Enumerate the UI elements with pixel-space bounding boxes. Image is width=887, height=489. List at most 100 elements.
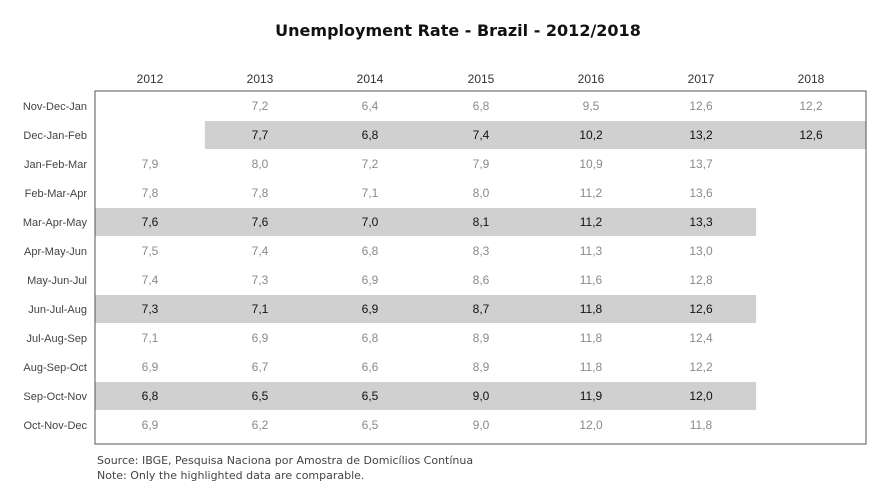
table-cell: 13,6 <box>689 186 713 200</box>
table-cell: 11,9 <box>580 389 603 403</box>
table-cells: 7,2 6,4 6,8 9,5 12,6 12,2 7,7 6,8 7,4 10,2 13,2 12,… <box>142 99 823 432</box>
column-headers: 2012 2013 2014 2015 2016 2017 2018 <box>137 72 825 86</box>
highlight-bands <box>95 121 866 410</box>
table-cell: 6,9 <box>142 418 159 432</box>
table-cell: 13,0 <box>689 244 713 258</box>
table-cell: 7,9 <box>473 157 490 171</box>
table-cell: 9,0 <box>473 418 490 432</box>
row-label: Sep-Oct-Nov <box>23 391 87 403</box>
chart-title: Unemployment Rate - Brazil - 2012/2018 <box>275 21 641 40</box>
table-cell: 12,0 <box>579 418 603 432</box>
column-header-2012: 2012 <box>137 72 164 86</box>
table-cell: 6,8 <box>362 128 379 142</box>
table-cell: 11,3 <box>580 244 603 258</box>
table-cell: 8,7 <box>473 302 490 316</box>
table-cell: 12,2 <box>689 360 713 374</box>
table-cell: 13,3 <box>689 215 713 229</box>
table-cell: 7,6 <box>142 215 159 229</box>
table-cell: 10,9 <box>579 157 603 171</box>
table-cell: 12,6 <box>689 302 713 316</box>
table-cell: 12,6 <box>799 128 823 142</box>
table-cell: 11,2 <box>580 186 603 200</box>
table-cell: 11,8 <box>580 360 603 374</box>
table-cell: 6,8 <box>473 99 490 113</box>
table-cell: 8,3 <box>473 244 490 258</box>
row-label: Jan-Feb-Mar <box>24 159 87 171</box>
column-header-2016: 2016 <box>578 72 605 86</box>
table-cell: 7,8 <box>252 186 269 200</box>
source-text: Source: IBGE, Pesquisa Naciona por Amost… <box>97 454 474 467</box>
table-cell: 6,9 <box>362 273 379 287</box>
table-cell: 6,5 <box>362 389 379 403</box>
table-cell: 7,3 <box>252 273 269 287</box>
table-cell: 6,9 <box>252 331 269 345</box>
row-label: Dec-Jan-Feb <box>23 130 87 142</box>
table-cell: 11,8 <box>580 331 603 345</box>
row-label: Nov-Dec-Jan <box>23 101 87 113</box>
table-cell: 8,0 <box>252 157 269 171</box>
table-cell: 7,2 <box>362 157 379 171</box>
table-cell: 10,2 <box>579 128 603 142</box>
row-label: Mar-Apr-May <box>23 217 88 229</box>
highlight-band-Mar-Apr-May <box>95 208 757 236</box>
row-labels: Nov-Dec-Jan Dec-Jan-Feb Jan-Feb-Mar Feb-Mar… <box>23 101 88 432</box>
comparability-note: Note: Only the highlighted data are comp… <box>97 469 365 482</box>
table-cell: 9,0 <box>473 389 490 403</box>
table-cell: 7,3 <box>142 302 159 316</box>
table-cell: 6,7 <box>252 360 269 374</box>
table-cell: 6,8 <box>362 331 379 345</box>
table-cell: 8,1 <box>473 215 490 229</box>
highlight-band-Sep-Oct-Nov <box>95 382 757 410</box>
table-cell: 12,0 <box>689 389 713 403</box>
table-cell: 6,5 <box>252 389 269 403</box>
table-cell: 7,1 <box>142 331 159 345</box>
row-label: May-Jun-Jul <box>27 275 87 287</box>
table-cell: 6,8 <box>362 244 379 258</box>
table-frame <box>94 90 867 445</box>
column-header-2015: 2015 <box>468 72 495 86</box>
table-cell: 13,7 <box>689 157 713 171</box>
table-cell: 7,4 <box>142 273 159 287</box>
table-cell: 6,6 <box>362 360 379 374</box>
table-cell: 7,2 <box>252 99 269 113</box>
column-header-2017: 2017 <box>688 72 715 86</box>
table-cell: 7,5 <box>142 244 159 258</box>
table-cell: 8,6 <box>473 273 490 287</box>
table-cell: 7,0 <box>362 215 379 229</box>
row-label: Jul-Aug-Sep <box>26 333 87 345</box>
table-cell: 12,6 <box>689 99 713 113</box>
table-cell: 7,6 <box>252 215 269 229</box>
table-cell: 13,2 <box>689 128 713 142</box>
table-cell: 8,0 <box>473 186 490 200</box>
table-cell: 6,8 <box>142 389 159 403</box>
table-cell: 12,8 <box>689 273 713 287</box>
table-cell: 8,9 <box>473 331 490 345</box>
table-cell: 12,4 <box>689 331 713 345</box>
highlight-band-Jun-Jul-Aug <box>95 295 757 323</box>
table-cell: 7,4 <box>252 244 269 258</box>
table-cell: 11,8 <box>690 418 713 432</box>
table-cell: 7,7 <box>252 128 269 142</box>
row-label: Apr-May-Jun <box>24 246 87 258</box>
table-cell: 6,9 <box>142 360 159 374</box>
table-cell: 7,8 <box>142 186 159 200</box>
row-label: Feb-Mar-Apr <box>25 188 88 200</box>
table-cell: 6,2 <box>252 418 269 432</box>
column-header-2018: 2018 <box>798 72 825 86</box>
source-note: Source: IBGE, Pesquisa Naciona por Amost… <box>97 453 473 483</box>
table-cell: 11,8 <box>580 302 603 316</box>
table-cell: 6,9 <box>362 302 379 316</box>
table-cell: 6,5 <box>362 418 379 432</box>
table-cell: 9,5 <box>583 99 600 113</box>
table-cell: 7,9 <box>142 157 159 171</box>
row-label: Aug-Sep-Oct <box>23 362 87 374</box>
column-header-2014: 2014 <box>357 72 384 86</box>
table-cell: 11,6 <box>580 273 603 287</box>
table-cell: 8,9 <box>473 360 490 374</box>
row-label: Jun-Jul-Aug <box>28 304 87 316</box>
table-cell: 12,2 <box>799 99 823 113</box>
table-cell: 7,1 <box>362 186 379 200</box>
table-cell: 11,2 <box>580 215 603 229</box>
table-cell: 7,4 <box>473 128 490 142</box>
